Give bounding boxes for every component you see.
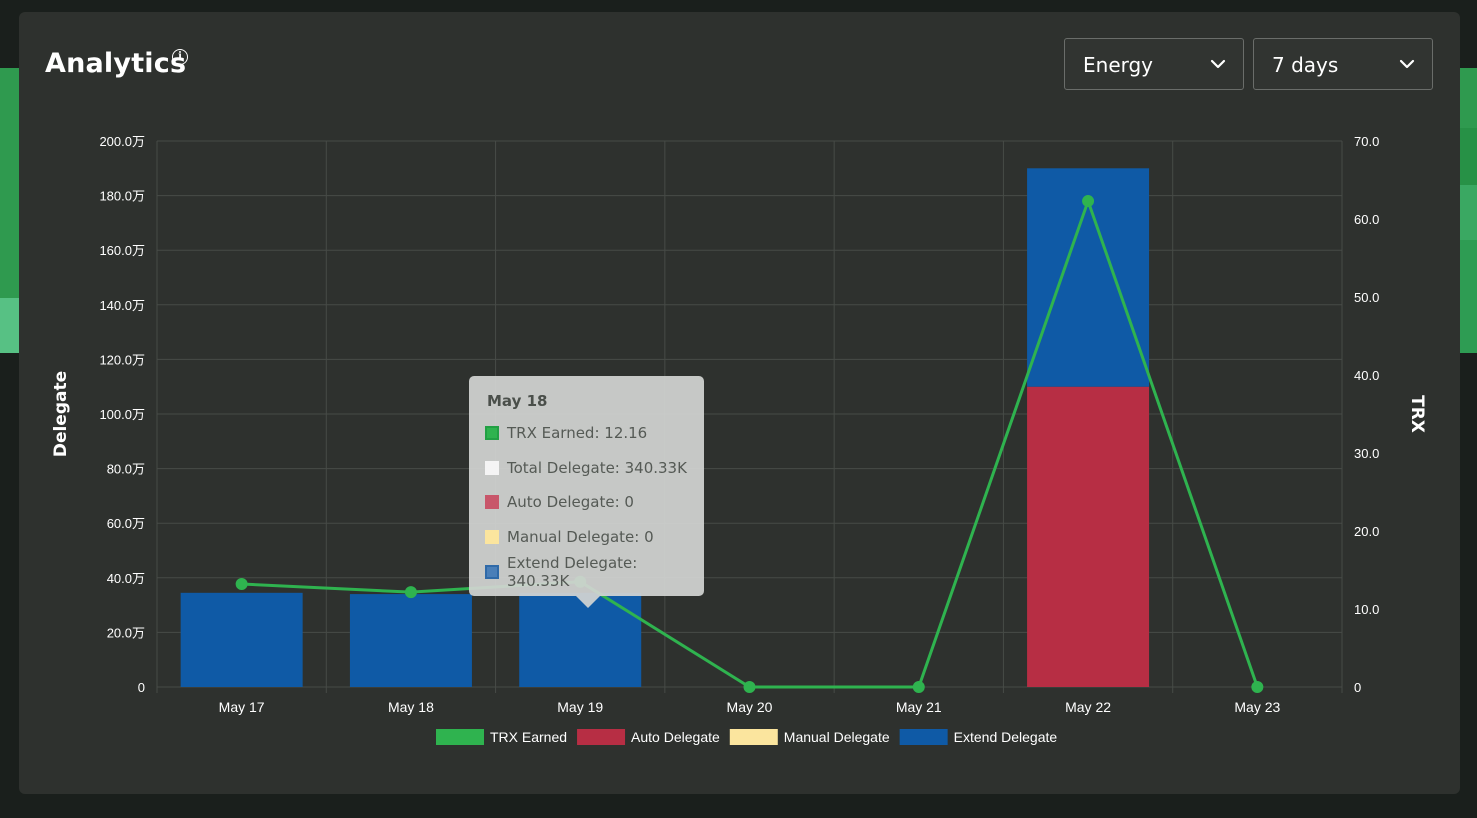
tooltip-row-extend-delegate: Extend Delegate: 340.33K bbox=[485, 554, 704, 590]
x-tick: May 20 bbox=[727, 699, 773, 715]
x-tick: May 23 bbox=[1234, 699, 1280, 715]
y-right-tick: 20.0 bbox=[1354, 524, 1379, 539]
y-right-tick: 0 bbox=[1354, 680, 1361, 695]
x-tick: May 22 bbox=[1065, 699, 1111, 715]
legend-label: Manual Delegate bbox=[784, 729, 890, 745]
tooltip-swatch bbox=[485, 530, 499, 544]
chevron-down-icon bbox=[1210, 59, 1226, 69]
legend-swatch bbox=[729, 729, 778, 745]
y-left-tick: 200.0万 bbox=[99, 134, 145, 149]
point-trx-earned bbox=[912, 681, 925, 693]
y-left-tick: 20.0万 bbox=[107, 625, 145, 640]
x-tick: May 19 bbox=[557, 699, 603, 715]
legend-swatch bbox=[577, 729, 626, 745]
bar-auto-delegate bbox=[1027, 386, 1150, 687]
y-right-tick: 40.0 bbox=[1354, 368, 1379, 383]
info-circle-icon[interactable]: i bbox=[172, 49, 188, 65]
y-left-tick: 160.0万 bbox=[99, 243, 145, 258]
point-trx-earned bbox=[1251, 681, 1264, 693]
tooltip-row-label: Manual Delegate: 0 bbox=[507, 528, 654, 546]
y-left-tick: 0 bbox=[138, 680, 145, 695]
point-trx-earned bbox=[743, 681, 756, 693]
tooltip-swatch bbox=[485, 565, 499, 579]
bar-extend-delegate bbox=[180, 592, 303, 687]
tooltip-row-trx-earned: TRX Earned: 12.16 bbox=[485, 423, 647, 443]
tooltip-arrow bbox=[576, 596, 600, 608]
y-right-axis-title: TRX bbox=[1407, 395, 1427, 433]
y-left-tick: 40.0万 bbox=[107, 571, 145, 586]
point-trx-earned bbox=[404, 586, 417, 599]
point-trx-earned bbox=[235, 578, 248, 591]
x-tick: May 21 bbox=[896, 699, 942, 715]
y-right-tick: 30.0 bbox=[1354, 446, 1379, 461]
y-right-tick: 10.0 bbox=[1354, 602, 1379, 617]
resource-select[interactable]: Energy bbox=[1064, 38, 1244, 90]
tooltip-row-label: Extend Delegate: 340.33K bbox=[506, 554, 638, 590]
tooltip-swatch bbox=[485, 495, 499, 509]
y-left-axis-title: Delegate bbox=[51, 371, 71, 457]
y-left-tick: 140.0万 bbox=[99, 298, 145, 313]
legend-swatch bbox=[899, 729, 948, 745]
tooltip-swatch bbox=[485, 426, 499, 440]
y-left-tick: 60.0万 bbox=[107, 516, 145, 531]
tooltip-row-auto-delegate: Auto Delegate: 0 bbox=[485, 492, 634, 512]
legend-swatch bbox=[436, 729, 484, 745]
point-trx-earned bbox=[1082, 195, 1095, 208]
y-left-tick: 80.0万 bbox=[107, 462, 145, 477]
chart-tooltip: May 18 TRX Earned: 12.16 Total Delegate:… bbox=[469, 376, 704, 608]
y-right-tick: 60.0 bbox=[1354, 212, 1379, 227]
delegate-chart: 0 20.0万 40.0万 60.0万 80.0万 100.0万 120.0万 140.0万 1… bbox=[51, 134, 1427, 745]
analytics-card: Analytics i Energy 7 days 0 20.0万 40.0万 60.… bbox=[19, 12, 1460, 794]
y-left-tick: 120.0万 bbox=[99, 352, 145, 367]
bar-extend-delegate bbox=[349, 594, 472, 687]
tooltip-row-total-delegate: Total Delegate: 340.33K bbox=[485, 458, 687, 478]
tooltip-row-manual-delegate: Manual Delegate: 0 bbox=[485, 527, 654, 547]
tooltip-row-label: Total Delegate: 340.33K bbox=[507, 459, 687, 477]
resource-select-value: Energy bbox=[1083, 53, 1154, 77]
range-select[interactable]: 7 days bbox=[1253, 38, 1433, 90]
legend-label: Auto Delegate bbox=[631, 729, 720, 745]
range-select-value: 7 days bbox=[1272, 53, 1339, 77]
y-right-tick: 70.0 bbox=[1354, 134, 1379, 149]
card-title: Analytics bbox=[45, 48, 187, 79]
chevron-down-icon bbox=[1399, 59, 1415, 69]
legend-label: Extend Delegate bbox=[954, 729, 1058, 745]
tooltip-title: May 18 bbox=[487, 392, 548, 410]
tooltip-row-label: TRX Earned: 12.16 bbox=[507, 424, 648, 442]
tooltip-row-label: Auto Delegate: 0 bbox=[507, 493, 634, 511]
tooltip-swatch bbox=[485, 461, 499, 475]
y-left-tick: 180.0万 bbox=[99, 189, 145, 204]
x-tick: May 18 bbox=[388, 699, 434, 715]
x-tick: May 17 bbox=[219, 699, 265, 715]
y-left-tick: 100.0万 bbox=[99, 407, 145, 422]
y-right-tick: 50.0 bbox=[1354, 290, 1379, 305]
legend-label: TRX Earned bbox=[490, 729, 567, 745]
